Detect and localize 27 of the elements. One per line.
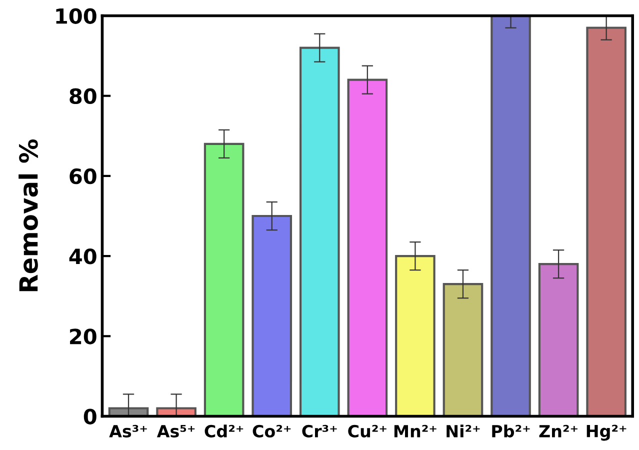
bar xyxy=(252,214,292,416)
x-tick-label: Zn²⁺ xyxy=(539,424,578,438)
y-tick-label: 20 xyxy=(70,328,96,344)
x-tick-label: Cr³⁺ xyxy=(302,424,337,438)
bar xyxy=(442,283,484,416)
bar xyxy=(347,78,388,416)
y-tick-label: 40 xyxy=(69,248,96,264)
y-tick-label: 80 xyxy=(70,88,96,104)
bar xyxy=(586,26,626,416)
bar xyxy=(538,263,579,416)
x-tick-label: As⁵⁺ xyxy=(156,425,195,438)
y-tick-label: 100 xyxy=(56,8,96,24)
bar xyxy=(490,16,531,416)
y-tick-label: 0 xyxy=(84,408,96,424)
x-tick-label: Cu²⁺ xyxy=(348,424,386,438)
x-tick-label: Co²⁺ xyxy=(252,424,291,438)
bar xyxy=(395,255,436,416)
x-tick-label: As³⁺ xyxy=(109,424,147,438)
x-tick-label: Mn²⁺ xyxy=(394,424,436,438)
x-tick-label: Ni²⁺ xyxy=(446,424,480,438)
x-tick-label: Hg²⁺ xyxy=(586,424,626,441)
bar xyxy=(204,142,244,416)
y-tick-label: 60 xyxy=(70,168,96,184)
x-tick-label: Cd²⁺ xyxy=(204,424,244,438)
y-axis-title: Removal % xyxy=(18,139,38,292)
bar xyxy=(299,46,340,416)
x-tick-label: Pb²⁺ xyxy=(492,424,530,438)
